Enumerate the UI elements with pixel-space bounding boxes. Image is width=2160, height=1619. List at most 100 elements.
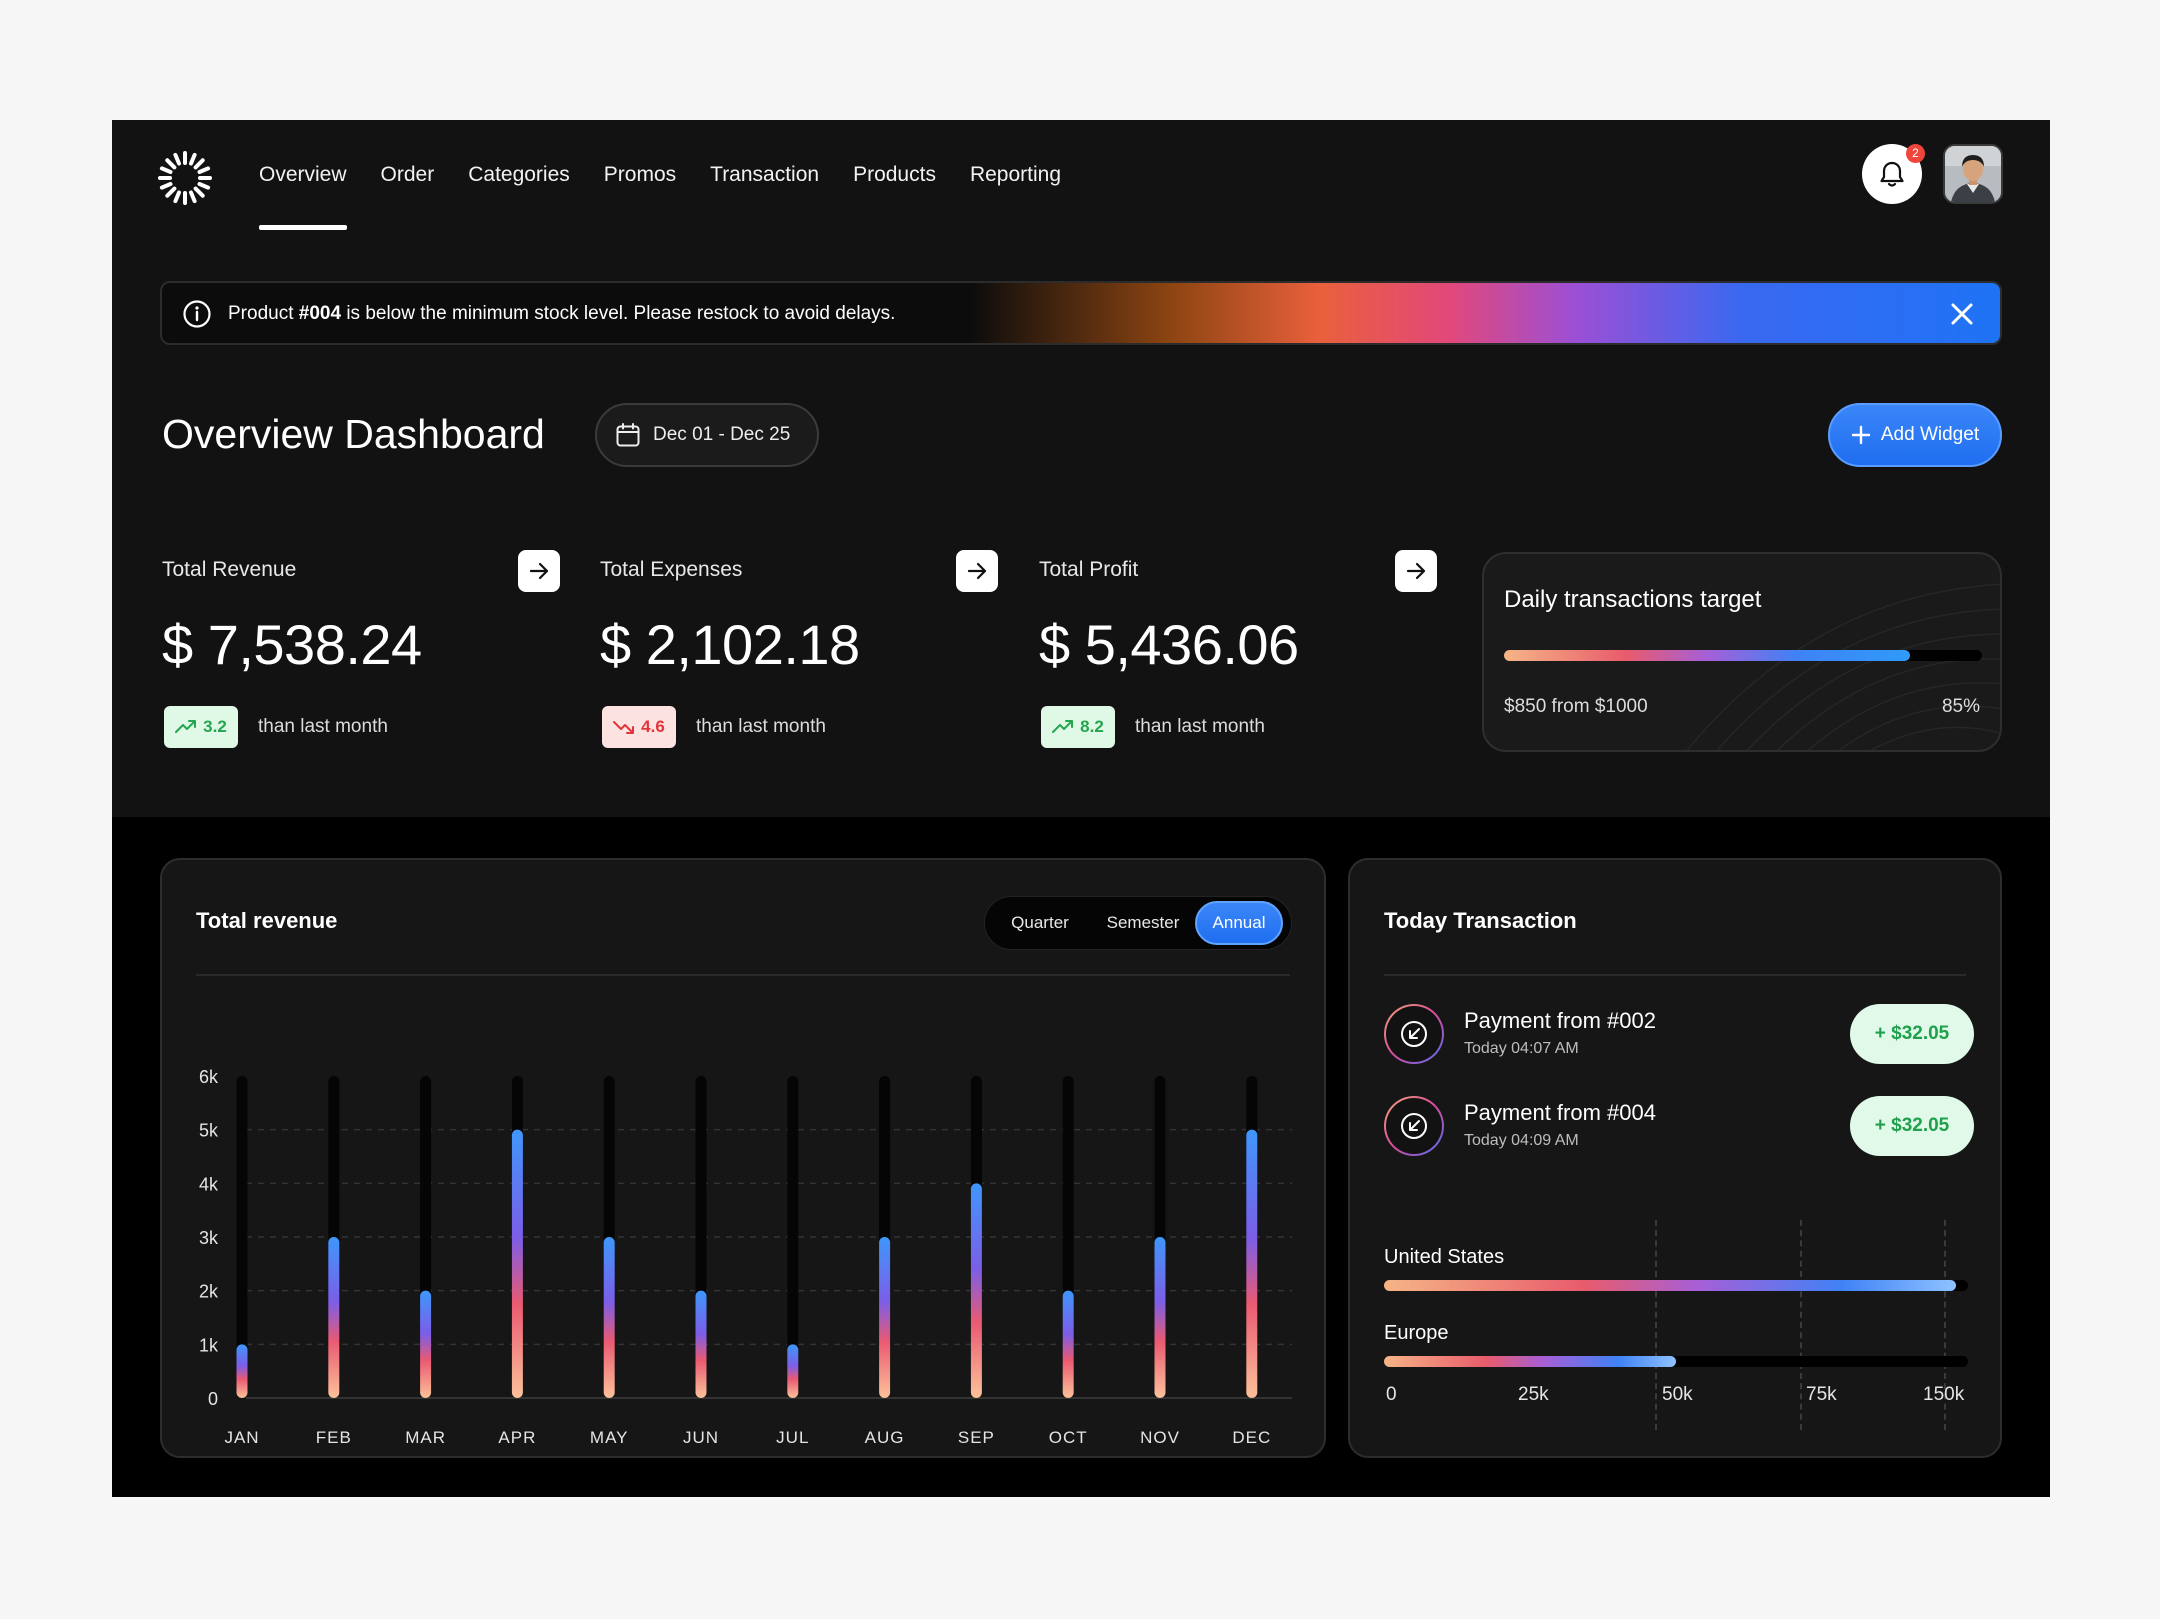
user-photo-icon	[1945, 146, 2001, 202]
stat-value: $ 2,102.18	[600, 613, 860, 676]
nav-promos[interactable]: Promos	[603, 163, 677, 186]
bar-track	[787, 1076, 799, 1398]
date-range-picker[interactable]: Dec 01 - Dec 25	[595, 403, 819, 467]
y-tick-label: 2k	[199, 1282, 219, 1302]
bar-nov	[1154, 1237, 1166, 1398]
bar-track	[236, 1076, 248, 1398]
y-tick-label: 6k	[199, 1067, 219, 1087]
tab-semester[interactable]: Semester	[1106, 913, 1180, 932]
stat-open-button[interactable]	[956, 550, 998, 592]
target-progress-fill	[1504, 650, 1911, 661]
page-title: Overview Dashboard	[162, 411, 545, 457]
app-window: Overview Order Categories Promos Transac…	[112, 120, 2050, 1497]
date-range-label: Dec 01 - Dec 25	[653, 424, 791, 445]
stat-label: Total Expenses	[600, 558, 743, 581]
stat-value: $ 7,538.24	[162, 613, 422, 676]
info-icon	[183, 300, 211, 328]
transaction-amount-badge: + $32.05	[1850, 1096, 1974, 1156]
total-revenue-panel: Total revenue Quarter Semester Annual 0 1…	[160, 858, 1326, 1458]
transaction-amount-badge: + $32.05	[1850, 1004, 1974, 1064]
divider	[196, 974, 1290, 976]
trend-up-icon	[1052, 720, 1074, 733]
notification-count-badge: 2	[1906, 144, 1925, 163]
region-label-europe: Europe	[1384, 1322, 1449, 1344]
main-nav: Overview Order Categories Promos Transac…	[242, 120, 1078, 230]
bar-oct	[1062, 1290, 1074, 1398]
target-title: Daily transactions target	[1504, 586, 1762, 613]
top-section: Overview Order Categories Promos Transac…	[112, 120, 2050, 817]
stat-change-badge: 8.2	[1041, 706, 1115, 748]
grid-line	[1800, 1220, 1802, 1430]
today-transaction-panel: Today Transaction Payment from #002 Toda…	[1348, 858, 2002, 1458]
nav-products[interactable]: Products	[853, 163, 936, 186]
bell-icon	[1880, 161, 1904, 187]
stat-total-expenses: Total Expenses $ 2,102.18 4.6 than last …	[598, 550, 998, 750]
y-tick-label: 0	[208, 1389, 218, 1409]
stat-total-profit: Total Profit $ 5,436.06 8.2 than last mo…	[1037, 550, 1437, 750]
bar-feb	[328, 1237, 340, 1398]
region-axis-tick: 0	[1386, 1384, 1397, 1405]
transaction-item[interactable]: Payment from #002 Today 04:07 AM + $32.0…	[1384, 1002, 1974, 1066]
arrow-right-icon	[1406, 562, 1426, 580]
arrow-right-icon	[967, 562, 987, 580]
region-track-europe	[1384, 1356, 1968, 1367]
close-icon[interactable]	[1950, 302, 1974, 326]
bar-mar	[420, 1290, 432, 1398]
region-fill-europe	[1384, 1356, 1676, 1367]
tab-annual[interactable]: Annual	[1195, 901, 1283, 945]
bar-jun	[695, 1290, 707, 1398]
nav-order[interactable]: Order	[380, 163, 435, 186]
bar-aug	[879, 1237, 891, 1398]
bar-jul	[787, 1344, 799, 1398]
stat-label: Total Revenue	[162, 558, 297, 581]
grid-line	[1655, 1220, 1657, 1430]
bar-apr	[511, 1129, 523, 1398]
x-tick-label: OCT	[1049, 1428, 1088, 1447]
stat-label: Total Profit	[1039, 558, 1139, 581]
stat-open-button[interactable]	[1395, 550, 1437, 592]
user-avatar[interactable]	[1943, 144, 2003, 204]
period-segmented-control: Quarter Semester Annual	[984, 896, 1292, 950]
transaction-time: Today 04:09 AM	[1464, 1132, 1579, 1149]
stat-total-revenue: Total Revenue $ 7,538.24 3.2 than last m…	[160, 550, 560, 750]
stat-subtext: than last month	[1135, 716, 1265, 737]
transaction-time: Today 04:07 AM	[1464, 1040, 1579, 1057]
x-tick-label: NOV	[1140, 1428, 1180, 1447]
nav-reporting[interactable]: Reporting	[969, 163, 1062, 186]
alert-message: Product #004 is below the minimum stock …	[228, 303, 896, 324]
stat-subtext: than last month	[696, 716, 826, 737]
grid-line	[1944, 1220, 1946, 1430]
region-axis-tick: 75k	[1806, 1384, 1837, 1405]
add-widget-button[interactable]: Add Widget	[1828, 403, 2002, 467]
plus-icon	[1851, 425, 1871, 445]
payment-received-icon	[1384, 1004, 1444, 1064]
revenue-bar-chart: 0 1k 2k 3k 4k 5k 6k JAN FEB MAR APR MAY JUN JUL AUG SE…	[199, 1067, 1292, 1447]
arrow-right-icon	[529, 562, 549, 580]
stat-value: $ 5,436.06	[1039, 613, 1299, 676]
tab-quarter[interactable]: Quarter	[1011, 913, 1069, 932]
region-fill-us	[1384, 1280, 1957, 1291]
nav-overview[interactable]: Overview	[242, 120, 364, 230]
y-tick-label: 4k	[199, 1174, 219, 1194]
panel-title: Total revenue	[196, 908, 338, 933]
trend-up-icon	[175, 720, 197, 733]
stat-open-button[interactable]	[518, 550, 560, 592]
region-axis-tick: 50k	[1662, 1384, 1693, 1405]
stat-change-badge: 3.2	[164, 706, 238, 748]
x-tick-label: DEC	[1232, 1428, 1271, 1447]
sun-logo-icon[interactable]	[157, 150, 213, 206]
transaction-name: Payment from #004	[1464, 1100, 1656, 1125]
x-tick-label: JUN	[683, 1428, 719, 1447]
x-tick-label: SEP	[958, 1428, 995, 1447]
transaction-name: Payment from #002	[1464, 1008, 1656, 1033]
add-widget-label: Add Widget	[1880, 424, 1980, 445]
bar-may	[603, 1237, 615, 1398]
bar-jan	[236, 1344, 248, 1398]
region-track-us	[1384, 1280, 1968, 1291]
nav-transaction[interactable]: Transaction	[710, 163, 820, 186]
nav-categories[interactable]: Categories	[468, 163, 570, 186]
low-stock-alert: Product #004 is below the minimum stock …	[160, 281, 2002, 345]
divider	[1384, 974, 1966, 976]
stat-change-badge: 4.6	[602, 706, 676, 748]
transaction-item[interactable]: Payment from #004 Today 04:09 AM + $32.0…	[1384, 1094, 1974, 1158]
